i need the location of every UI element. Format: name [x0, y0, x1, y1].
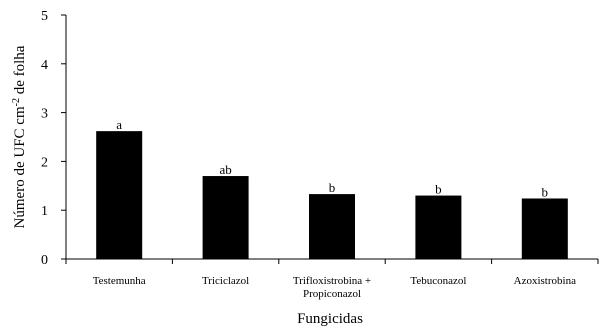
y-axis-title-suffix: de folha [12, 45, 28, 98]
x-category-label: Propiconazol [303, 288, 361, 300]
bar [309, 194, 355, 259]
bar-label: b [435, 182, 442, 197]
x-axis-ticks: Testemunha Triciclazol Trifloxistrobina +P… [65, 259, 599, 300]
x-category-label: Azoxistrobina [514, 275, 576, 287]
y-tick-label: 4 [41, 58, 48, 73]
y-tick-label: 1 [41, 204, 48, 219]
y-axis-ticks: 0 1 2 3 4 5 [41, 9, 66, 268]
x-category-label: Tebuconazol [410, 275, 466, 287]
bar [202, 176, 249, 259]
bar [96, 131, 143, 259]
y-axis-title-main: Número de UFC cm [12, 106, 28, 228]
x-category-label: Testemunha [93, 275, 146, 287]
bar [415, 195, 462, 259]
y-tick-label: 5 [41, 9, 48, 24]
y-tick-label: 2 [41, 155, 48, 170]
y-axis-title-superscript: -2 [11, 98, 22, 106]
bar-label: b [542, 184, 549, 199]
bar-label: ab [219, 162, 231, 177]
bar [521, 198, 568, 259]
y-tick-label: 3 [41, 107, 48, 122]
y-tick-label: 0 [41, 253, 48, 268]
y-axis-title: Número de UFC cm-2 de folha [11, 45, 29, 228]
x-axis-title: Fungicidas [297, 311, 363, 327]
bars-group [96, 131, 568, 259]
x-category-label: Trifloxistrobina + [293, 275, 371, 287]
bar-label: b [329, 180, 336, 195]
x-category-label: Triciclazol [202, 275, 249, 287]
bar-significance-labels: a ab b b b [116, 117, 548, 199]
bar-label: a [116, 117, 122, 132]
